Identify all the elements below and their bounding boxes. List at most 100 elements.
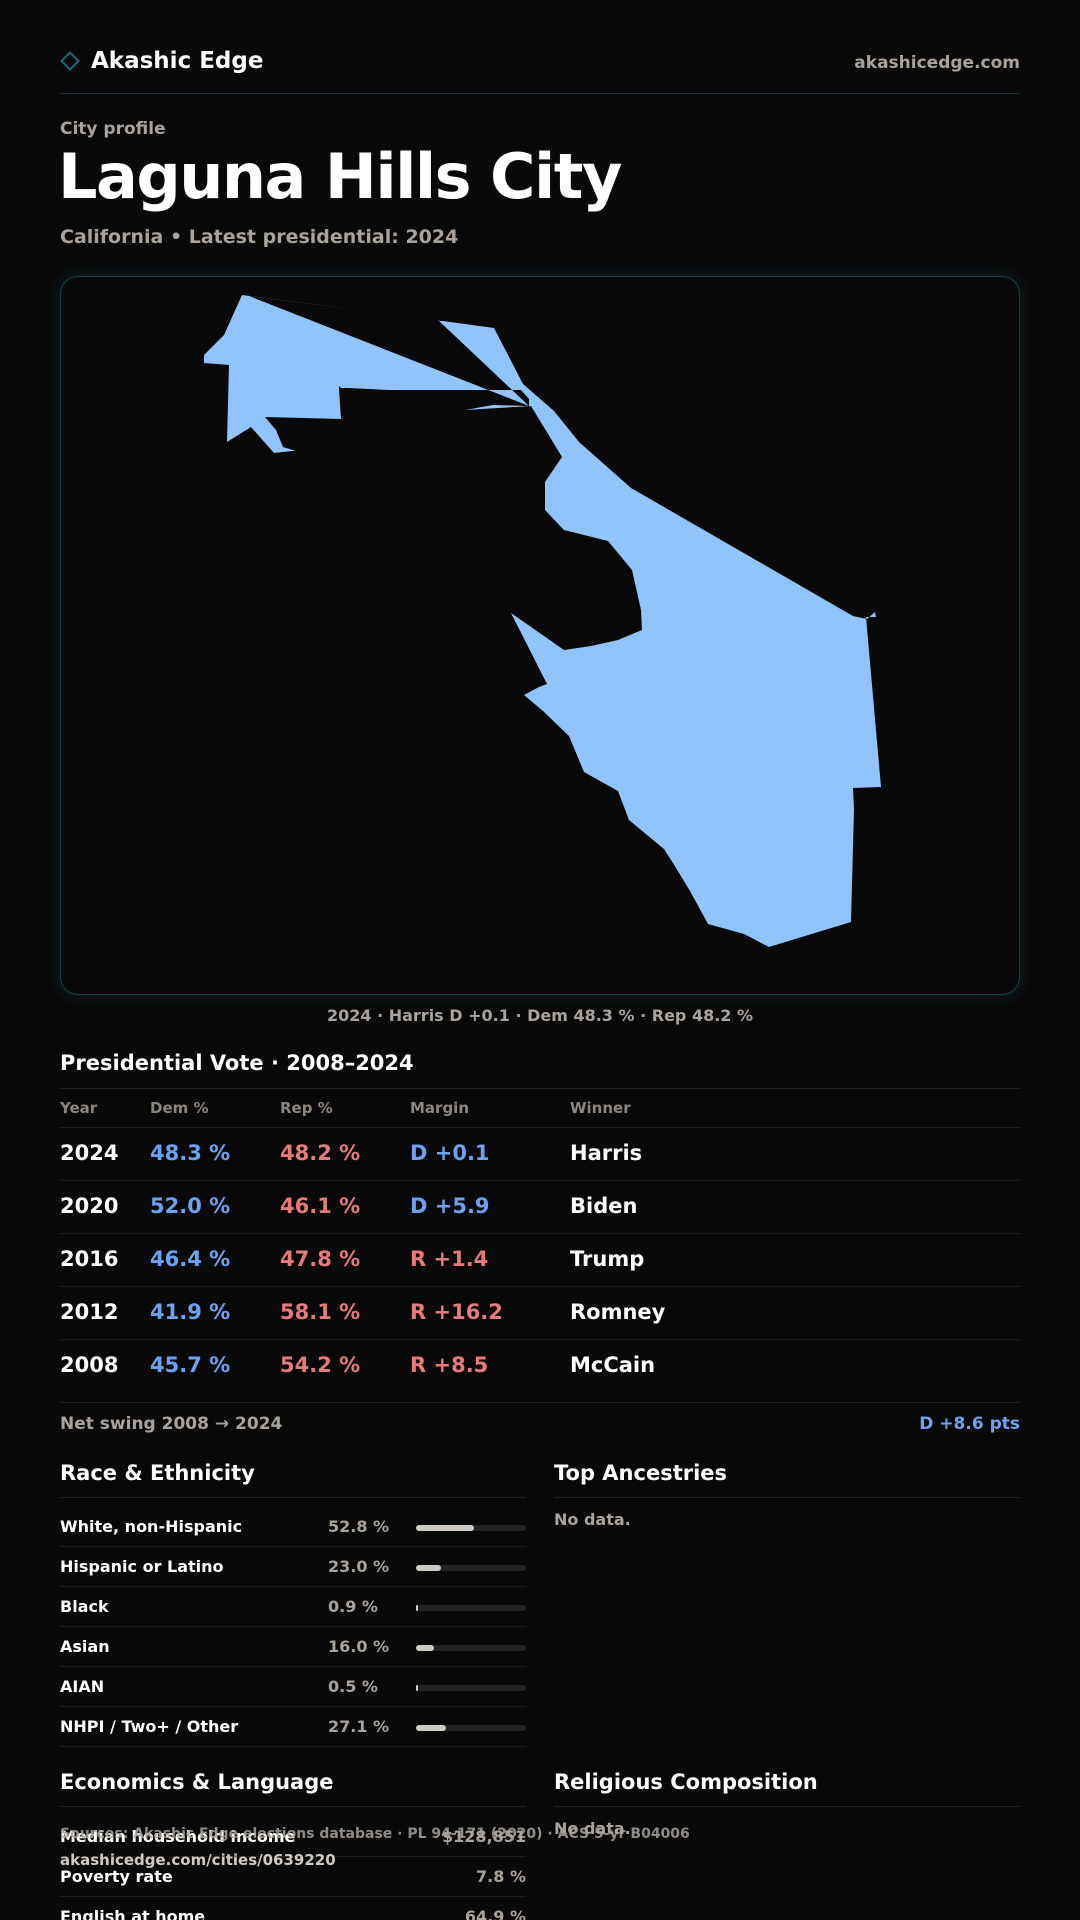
race-bar-track [416, 1605, 526, 1611]
vote-winner: Trump [570, 1247, 645, 1271]
brand[interactable]: Akashic Edge [60, 48, 263, 74]
col-year: Year [60, 1099, 98, 1117]
vote-row: 2016 46.4 % 47.8 % R +1.4 Trump [60, 1233, 1020, 1286]
religion-empty: No data. [554, 1819, 631, 1838]
race-label: NHPI / Two+ / Other [60, 1717, 239, 1736]
vote-dem: 45.7 % [150, 1353, 231, 1377]
vote-rep: 47.8 % [280, 1247, 361, 1271]
ancestries-section-title: Top Ancestries [554, 1461, 728, 1485]
vote-section-title: Presidential Vote · 2008–2024 [60, 1051, 414, 1075]
vote-table-header: Year Dem % Rep % Margin Winner [60, 1097, 1020, 1129]
vote-margin: R +16.2 [410, 1300, 503, 1324]
diamond-logo-icon [60, 51, 80, 71]
vote-rep: 48.2 % [280, 1141, 361, 1165]
economics-title-divider [60, 1806, 526, 1807]
religion-title-divider [554, 1806, 1020, 1807]
net-swing-value: D +8.6 pts [919, 1414, 1020, 1434]
race-bar-track [416, 1525, 526, 1531]
vote-dem: 52.0 % [150, 1194, 231, 1218]
vote-row: 2020 52.0 % 46.1 % D +5.9 Biden [60, 1180, 1020, 1233]
economics-label: Poverty rate [60, 1867, 173, 1886]
page-subtitle: California • Latest presidential: 2024 [60, 226, 459, 248]
race-percent: 52.8 % [328, 1517, 390, 1536]
race-percent: 0.9 % [328, 1597, 378, 1616]
vote-year: 2024 [60, 1141, 119, 1165]
vote-dem: 41.9 % [150, 1300, 231, 1324]
race-row: Asian 16.0 % [60, 1627, 526, 1667]
race-label: Black [60, 1597, 109, 1616]
race-bar-fill [416, 1725, 446, 1731]
race-percent: 27.1 % [328, 1717, 390, 1736]
economics-section-title: Economics & Language [60, 1770, 334, 1794]
vote-year: 2012 [60, 1300, 119, 1324]
footer-sources: Sources: Akashic Edge elections database… [60, 1826, 690, 1842]
top-bar: Akashic Edge akashicedge.com [60, 44, 1020, 94]
race-row: NHPI / Two+ / Other 27.1 % [60, 1707, 526, 1747]
economics-value: 7.8 % [476, 1867, 526, 1886]
economics-row: Poverty rate 7.8 % [60, 1857, 526, 1897]
vote-margin: R +8.5 [410, 1353, 489, 1377]
col-dem: Dem % [150, 1099, 209, 1117]
vote-row: 2024 48.3 % 48.2 % D +0.1 Harris [60, 1127, 1020, 1180]
col-rep: Rep % [280, 1099, 333, 1117]
net-swing-label: Net swing 2008 → 2024 [60, 1414, 283, 1434]
race-percent: 23.0 % [328, 1557, 390, 1576]
vote-row: 2008 45.7 % 54.2 % R +8.5 McCain [60, 1339, 1020, 1392]
site-link[interactable]: akashicedge.com [854, 53, 1020, 73]
race-row: AIAN 0.5 % [60, 1667, 526, 1707]
footer-url[interactable]: akashicedge.com/cities/0639220 [60, 1851, 336, 1869]
col-winner: Winner [570, 1099, 631, 1117]
race-bar-fill [416, 1605, 419, 1611]
vote-year: 2008 [60, 1353, 119, 1377]
vote-row: 2012 41.9 % 58.1 % R +16.2 Romney [60, 1286, 1020, 1339]
race-percent: 16.0 % [328, 1637, 390, 1656]
col-margin: Margin [410, 1099, 470, 1117]
vote-rep: 58.1 % [280, 1300, 361, 1324]
religion-section-title: Religious Composition [554, 1770, 818, 1794]
vote-margin: R +1.4 [410, 1247, 489, 1271]
vote-dem: 46.4 % [150, 1247, 231, 1271]
race-bar-fill [416, 1685, 419, 1691]
vote-year: 2016 [60, 1247, 119, 1271]
race-label: Asian [60, 1637, 110, 1656]
race-bar-fill [416, 1645, 434, 1651]
vote-winner: Romney [570, 1300, 666, 1324]
race-bar-track [416, 1685, 526, 1691]
vote-year: 2020 [60, 1194, 119, 1218]
race-bar-track [416, 1725, 526, 1731]
race-label: Hispanic or Latino [60, 1557, 224, 1576]
race-bar-track [416, 1645, 526, 1651]
race-bar-track [416, 1565, 526, 1571]
race-percent: 0.5 % [328, 1677, 378, 1696]
race-label: White, non-Hispanic [60, 1517, 243, 1536]
ancestries-title-divider [554, 1497, 1020, 1498]
ancestries-empty: No data. [554, 1510, 631, 1529]
vote-margin: D +5.9 [410, 1194, 490, 1218]
economics-row: Median household income $128,851 [60, 1817, 526, 1857]
race-label: AIAN [60, 1677, 105, 1696]
vote-rep: 46.1 % [280, 1194, 361, 1218]
vote-winner: Biden [570, 1194, 638, 1218]
economics-value: 64.9 % [464, 1907, 526, 1920]
city-boundary-shape [204, 295, 881, 947]
map-caption: 2024 · Harris D +0.1 · Dem 48.3 % · Rep … [326, 1006, 754, 1025]
race-row: Black 0.9 % [60, 1587, 526, 1627]
vote-rep: 54.2 % [280, 1353, 361, 1377]
race-row: White, non-Hispanic 52.8 % [60, 1507, 526, 1547]
page-eyebrow: City profile [60, 119, 166, 139]
race-row: Hispanic or Latino 23.0 % [60, 1547, 526, 1587]
race-bar-fill [416, 1525, 475, 1531]
race-title-divider [60, 1497, 526, 1498]
city-map [60, 276, 1020, 995]
brand-name: Akashic Edge [91, 48, 264, 74]
race-section-title: Race & Ethnicity [60, 1461, 255, 1485]
economics-label: Median household income [60, 1827, 296, 1846]
vote-margin: D +0.1 [410, 1141, 490, 1165]
vote-winner: Harris [570, 1141, 643, 1165]
economics-value: $128,851 [441, 1827, 526, 1846]
race-bar-fill [416, 1565, 442, 1571]
vote-title-divider [60, 1088, 1020, 1089]
vote-winner: McCain [570, 1353, 656, 1377]
city-boundary-map [204, 295, 881, 947]
vote-dem: 48.3 % [150, 1141, 231, 1165]
